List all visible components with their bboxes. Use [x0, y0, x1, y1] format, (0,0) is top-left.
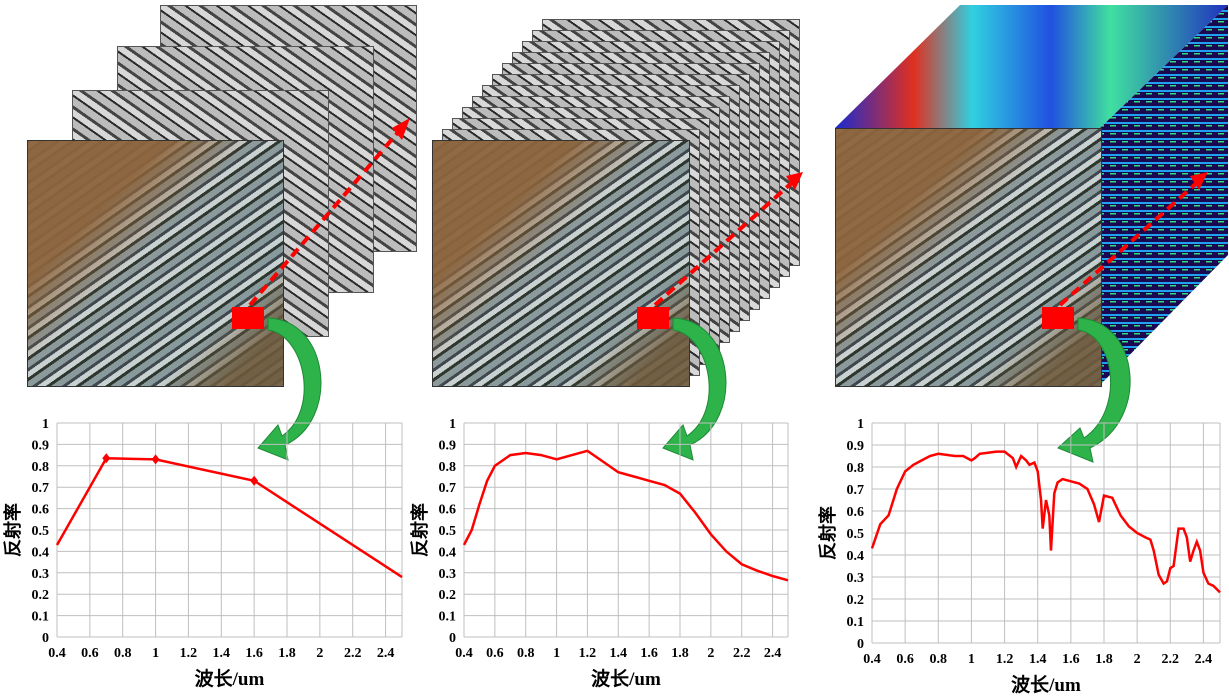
x-axis-label: 波长/um: [1011, 673, 1081, 696]
reflectance-curve: [870, 450, 1221, 594]
x-tick-label: 0.8: [517, 646, 535, 661]
x-tick-label: 0.4: [48, 646, 66, 661]
curved-arrow-icon: [257, 317, 322, 461]
x-tick-label: 1.8: [1095, 652, 1113, 667]
chart-2: 0 0.1 0.2 0.3 0.4 0.5 0.6 0.7 0.8 0.9 1 0.4 0.6 0.8 1 1…: [409, 417, 789, 690]
x-axis-label: 波长/um: [591, 667, 661, 690]
y-tick-label: 0.4: [439, 545, 457, 560]
y-tick-label: 0.9: [32, 438, 50, 453]
y-tick-label: 0.7: [439, 481, 457, 496]
x-tick-label: 2.2: [344, 646, 362, 661]
y-tick-label: 0.9: [847, 439, 865, 454]
x-tick-label: 1.6: [1062, 652, 1080, 667]
reflectance-curve: [55, 457, 403, 579]
y-tick-label: 0.8: [847, 461, 865, 476]
y-tick-label: 0.2: [439, 588, 457, 603]
data-point-marker: [151, 454, 160, 465]
x-tick-label: 2: [707, 646, 714, 661]
y-tick-label: 0.4: [32, 545, 50, 560]
y-tick-label: 1: [42, 417, 49, 432]
band-direction-arrow: [653, 178, 797, 307]
y-tick-label: 0.1: [847, 615, 865, 630]
x-tick-label: 0.6: [896, 652, 914, 667]
y-tick-label: 0.6: [847, 505, 865, 520]
y-tick-label: 0.5: [439, 524, 457, 539]
y-tick-label: 0: [449, 631, 456, 646]
rgb-image: [27, 140, 284, 387]
pixel-marker: [1042, 307, 1074, 329]
x-tick-label: 1.6: [245, 646, 263, 661]
green-arrows: [257, 317, 1131, 463]
chart-1: 0 0.1 0.2 0.3 0.4 0.5 0.6 0.7 0.8 0.9 1 0.4 0.6 0.8 1 1…: [2, 417, 403, 690]
data-point-marker: [250, 475, 259, 486]
y-tick-label: 0.5: [847, 527, 865, 542]
hyperspectral-cube: [835, 5, 1228, 385]
x-tick-label: 0.4: [863, 652, 881, 667]
y-tick-label: 0.7: [32, 481, 50, 496]
y-tick-label: 0.6: [439, 503, 457, 518]
x-tick-label: 1.6: [640, 646, 658, 661]
x-tick-label: 2.4: [764, 646, 782, 661]
reflectance-curve: [462, 449, 789, 582]
x-tick-label: 0.4: [455, 646, 473, 661]
y-tick-label: 0.5: [32, 524, 50, 539]
pixel-marker: [232, 307, 264, 329]
cube-top-face: [835, 5, 1228, 128]
x-tick-label: 1.4: [1029, 652, 1047, 667]
y-tick-label: 0.1: [32, 610, 50, 625]
x-tick-label: 1.2: [180, 646, 198, 661]
y-axis-label: 反射率: [817, 506, 838, 560]
x-tick-label: 0.6: [486, 646, 504, 661]
chart-3: 0 0.1 0.2 0.3 0.4 0.5 0.6 0.7 0.8 0.9 1 0.4 0.6 0.8 1 1…: [817, 417, 1221, 696]
curved-arrow-icon: [662, 317, 727, 461]
x-tick-label: 1.8: [671, 646, 689, 661]
x-tick-label: 2.2: [733, 646, 751, 661]
x-tick-label: 2: [1134, 652, 1141, 667]
band-direction-arrow: [1058, 178, 1202, 307]
x-tick-label: 1.2: [579, 646, 597, 661]
x-tick-label: 0.8: [930, 652, 948, 667]
rgb-image: [835, 128, 1102, 387]
y-tick-label: 0.3: [32, 567, 50, 582]
y-tick-label: 0.6: [32, 503, 50, 518]
x-tick-label: 2.4: [377, 646, 395, 661]
x-tick-label: 1: [968, 652, 975, 667]
y-tick-label: 1: [449, 417, 456, 432]
x-tick-label: 1.8: [278, 646, 296, 661]
y-axis-label: 反射率: [409, 503, 430, 557]
x-tick-label: 2.4: [1195, 652, 1213, 667]
x-tick-label: 0.8: [114, 646, 132, 661]
y-tick-label: 0.4: [847, 549, 865, 564]
x-tick-label: 2.2: [1162, 652, 1180, 667]
x-tick-label: 2: [316, 646, 323, 661]
y-tick-label: 0: [857, 637, 864, 652]
y-tick-label: 0: [42, 631, 49, 646]
y-tick-label: 0.8: [32, 460, 50, 475]
spectral-charts: 0 0.1 0.2 0.3 0.4 0.5 0.6 0.7 0.8 0.9 1 0.4 0.6 0.8 1 1…: [2, 417, 1221, 696]
cube-side-face: [1100, 5, 1228, 385]
curved-arrow-icon: [1057, 317, 1131, 463]
pixel-marker: [637, 307, 669, 329]
data-point-marker: [102, 453, 111, 464]
x-tick-label: 1: [152, 646, 159, 661]
x-tick-label: 0.6: [81, 646, 99, 661]
y-tick-label: 0.7: [847, 483, 865, 498]
y-tick-label: 0.3: [847, 571, 865, 586]
y-axis-label: 反射率: [2, 503, 23, 557]
y-tick-label: 0.9: [439, 438, 457, 453]
x-tick-label: 1.4: [213, 646, 231, 661]
y-tick-label: 1: [857, 417, 864, 432]
band-direction-arrow: [248, 128, 402, 307]
y-tick-label: 0.8: [439, 460, 457, 475]
y-tick-label: 0.2: [847, 593, 865, 608]
rgb-image: [432, 140, 690, 387]
x-tick-label: 1: [553, 646, 560, 661]
x-axis-label: 波长/um: [195, 667, 265, 690]
y-tick-label: 0.1: [439, 610, 457, 625]
x-tick-label: 1.2: [996, 652, 1014, 667]
y-tick-label: 0.2: [32, 588, 50, 603]
y-tick-label: 0.3: [439, 567, 457, 582]
x-tick-label: 1.4: [610, 646, 628, 661]
